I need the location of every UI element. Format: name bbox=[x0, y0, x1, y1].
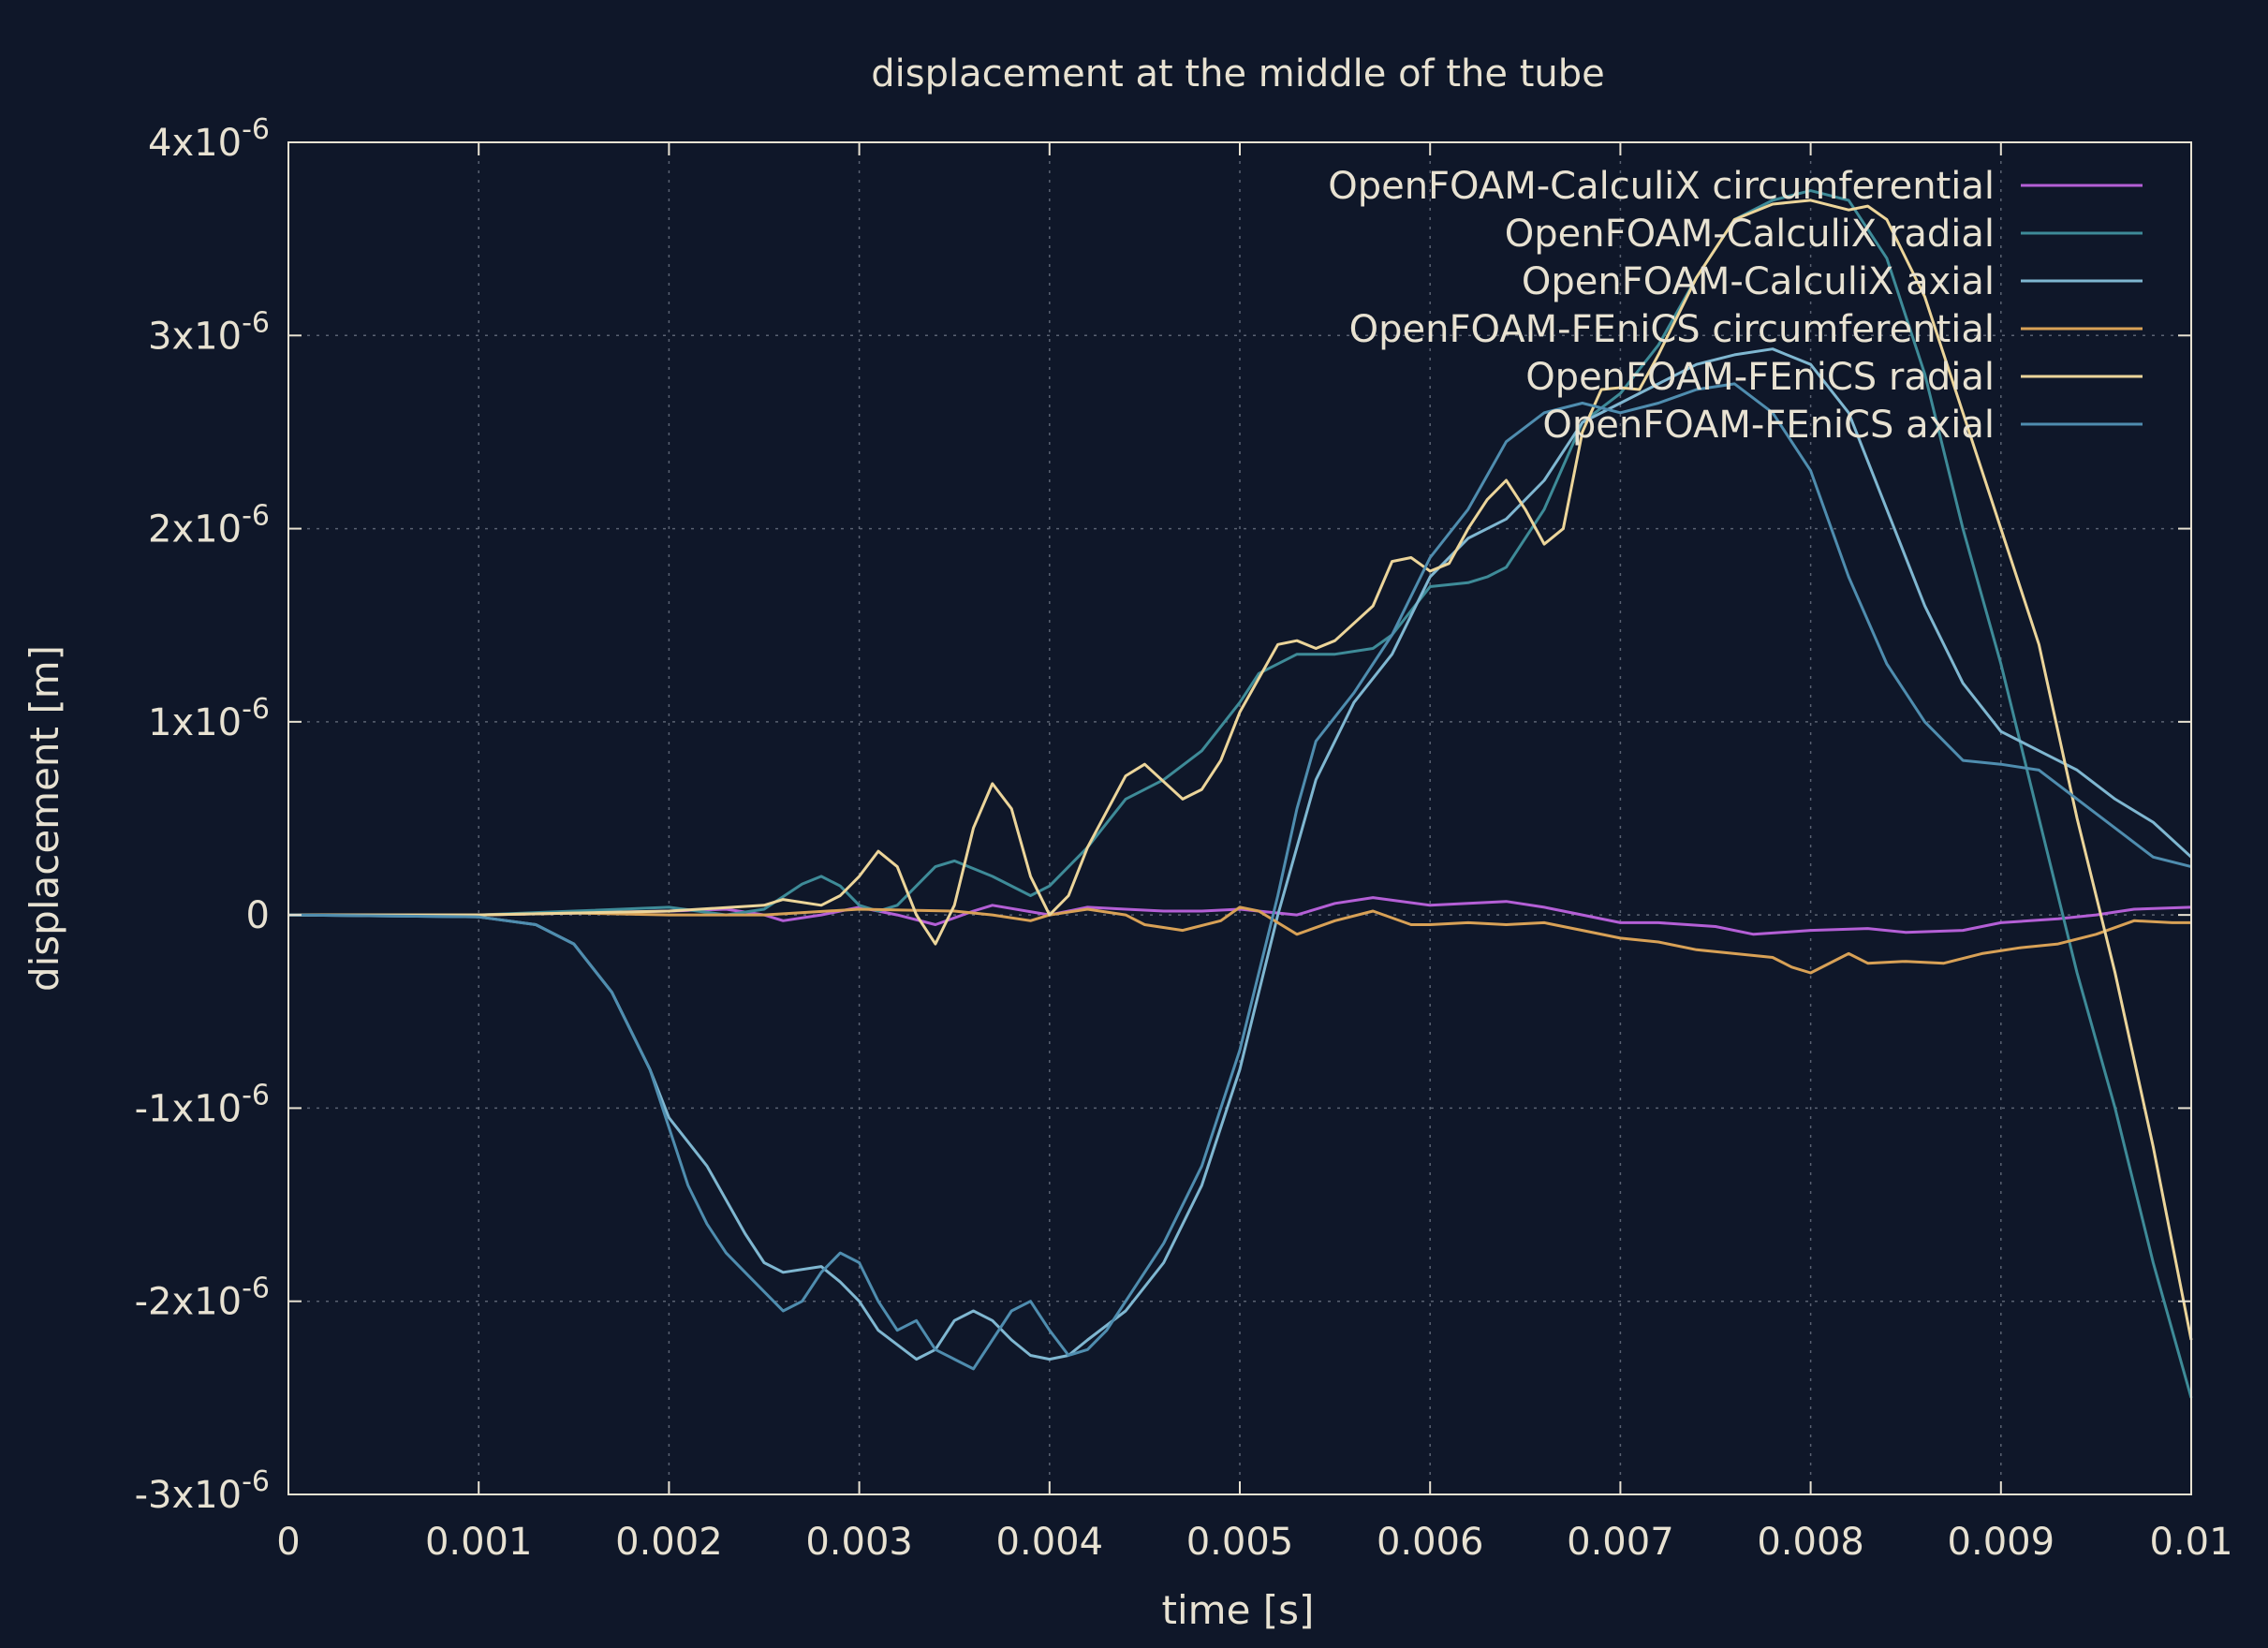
x-tick-label: 0.009 bbox=[1948, 1521, 2055, 1564]
series-line bbox=[287, 347, 2193, 1361]
x-tick-label: 0.004 bbox=[996, 1521, 1104, 1564]
x-tick-label: 0.003 bbox=[805, 1521, 913, 1564]
x-axis-label: time [s] bbox=[1162, 1587, 1315, 1633]
y-tick-label: 4x10-6 bbox=[148, 113, 270, 165]
series-line bbox=[288, 905, 2191, 975]
y-tick-label: -2x10-6 bbox=[135, 1273, 270, 1324]
legend-label: OpenFOAM-CalculiX radial bbox=[1505, 213, 1995, 256]
y-axis-label: displacement [m] bbox=[22, 645, 67, 992]
series-line bbox=[288, 896, 2192, 936]
legend: OpenFOAM-CalculiX circumferential OpenFOA… bbox=[1328, 165, 2143, 447]
x-tick-label: 0.005 bbox=[1186, 1521, 1294, 1564]
y-tick-label: 1x10-6 bbox=[148, 693, 270, 744]
ticks: 0 0.001 0.002 0.003 0.004 0.005 0.006 0.007 0.00… bbox=[135, 113, 2233, 1564]
y-tick-label: 2x10-6 bbox=[148, 500, 270, 552]
y-tick-label: 0 bbox=[246, 894, 270, 937]
legend-label: OpenFOAM-FEniCS circumferential bbox=[1349, 308, 1995, 351]
x-tick-label: 0.008 bbox=[1757, 1521, 1864, 1564]
x-tick-label: 0.002 bbox=[615, 1521, 723, 1564]
legend-label: OpenFOAM-CalculiX circumferential bbox=[1328, 165, 1995, 208]
series-line bbox=[288, 199, 2193, 1341]
series-line bbox=[287, 382, 2192, 1371]
x-tick-label: 0 bbox=[276, 1521, 300, 1564]
legend-label: OpenFOAM-FEniCS radial bbox=[1525, 356, 1995, 399]
x-tick-label: 0.001 bbox=[425, 1521, 533, 1564]
y-tick-label: -3x10-6 bbox=[135, 1465, 270, 1517]
grid bbox=[288, 142, 2191, 1494]
x-tick-label: 0.007 bbox=[1567, 1521, 1674, 1564]
legend-label: OpenFOAM-FEniCS axial bbox=[1542, 404, 1995, 447]
y-tick-label: -1x10-6 bbox=[135, 1079, 270, 1130]
legend-label: OpenFOAM-CalculiX axial bbox=[1522, 260, 1995, 303]
x-tick-label: 0.01 bbox=[2149, 1521, 2232, 1564]
x-tick-label: 0.006 bbox=[1377, 1521, 1484, 1564]
series-layer bbox=[287, 189, 2193, 1399]
chart-title: displacement at the middle of the tube bbox=[871, 52, 1605, 96]
series-line bbox=[288, 189, 2193, 1399]
y-tick-label: 3x10-6 bbox=[148, 306, 270, 358]
